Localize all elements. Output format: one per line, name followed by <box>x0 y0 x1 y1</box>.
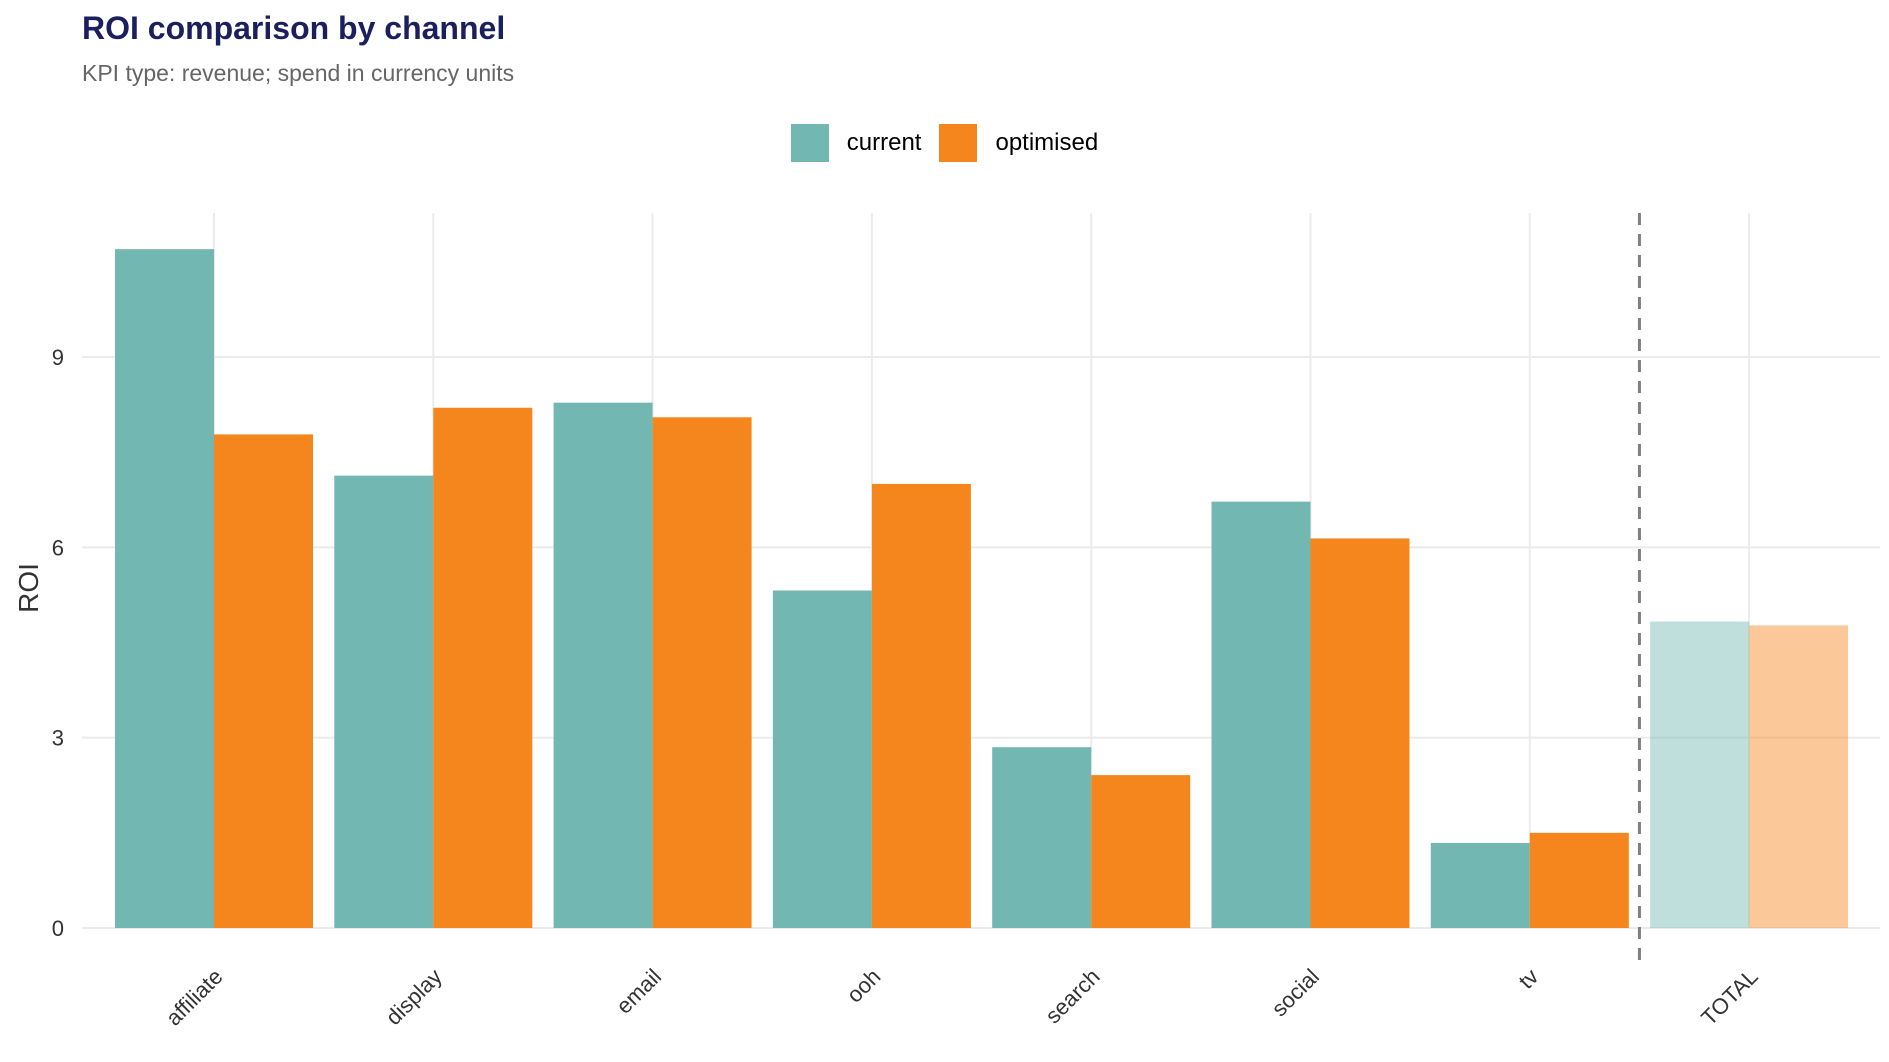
bar-optimised-tv <box>1529 832 1629 928</box>
bar-current-TOTAL <box>1650 621 1750 928</box>
y-tick-label: 0 <box>52 916 64 941</box>
legend-swatch-optimised <box>939 124 978 162</box>
legend: current optimised <box>0 124 1889 162</box>
bar-current-display <box>334 475 434 928</box>
x-tick-label-TOTAL: TOTAL <box>1696 964 1762 1030</box>
x-tick-label-ooh: ooh <box>842 964 886 1008</box>
x-tick-label-tv: tv <box>1514 964 1544 994</box>
x-tick-label-email: email <box>611 964 666 1019</box>
bar-current-search <box>992 747 1092 928</box>
bar-optimised-email <box>652 417 752 928</box>
y-axis-title: ROI <box>13 563 44 613</box>
x-tick-label-social: social <box>1267 964 1324 1021</box>
legend-item-current: current <box>790 124 922 162</box>
bar-current-social <box>1211 501 1311 928</box>
legend-label-optimised: optimised <box>995 129 1099 156</box>
bar-current-email <box>553 402 653 928</box>
bar-optimised-affiliate <box>214 434 313 928</box>
x-tick-label-display: display <box>381 964 447 1030</box>
bar-optimised-ooh <box>871 483 971 928</box>
bar-optimised-display <box>433 407 533 928</box>
legend-item-optimised: optimised <box>939 124 1098 162</box>
bar-current-affiliate <box>115 249 214 929</box>
chart-subtitle: KPI type: revenue; spend in currency uni… <box>82 60 515 86</box>
bar-current-ooh <box>772 590 872 928</box>
x-tick-label-affiliate: affiliate <box>161 964 228 1031</box>
legend-label-current: current <box>846 129 922 156</box>
bar-optimised-search <box>1091 775 1191 928</box>
bars <box>115 249 1849 929</box>
legend-swatch-current <box>790 124 829 162</box>
bar-optimised-social <box>1310 538 1410 928</box>
y-tick-label: 3 <box>52 726 64 751</box>
x-tick-label-search: search <box>1040 964 1104 1028</box>
y-tick-label: 9 <box>52 345 64 370</box>
y-tick-label: 6 <box>52 535 64 560</box>
bar-current-tv <box>1430 842 1530 928</box>
bar-optimised-TOTAL <box>1749 625 1849 928</box>
chart-title: ROI comparison by channel <box>82 10 506 46</box>
